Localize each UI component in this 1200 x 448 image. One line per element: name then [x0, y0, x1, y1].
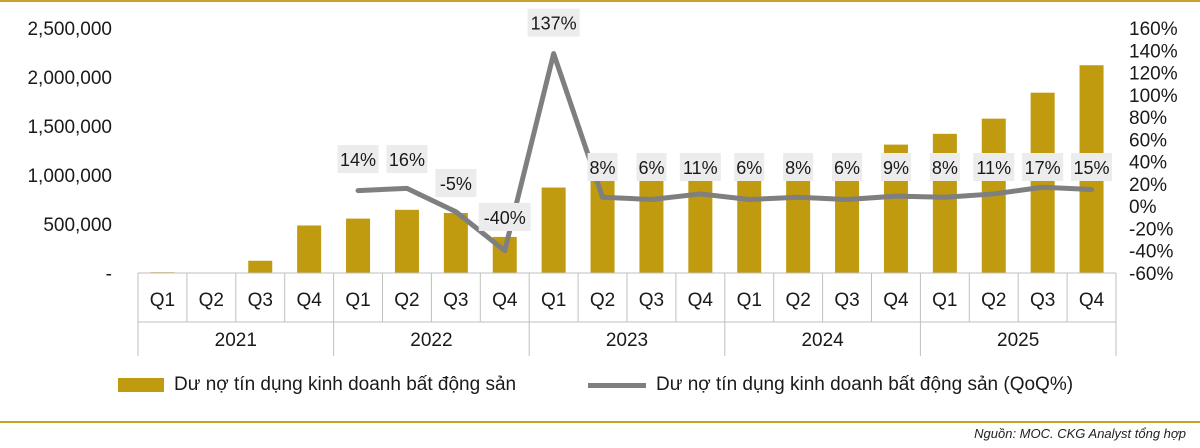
y-left-tick-label: 1,000,000 [27, 166, 112, 187]
x-tick-label: Q1 [932, 290, 957, 311]
bar [688, 164, 713, 273]
y-right-tick-label: 60% [1129, 130, 1167, 151]
chart: - 500,000 1,000,000 1,500,000 2,000,000 2,500… [27, 8, 1178, 356]
data-label: 6% [834, 158, 860, 178]
bar [297, 225, 322, 273]
data-label-bg [973, 153, 1015, 181]
legend-item-bar: Dư nợ tín dụng kinh doanh bất động sản [118, 374, 516, 396]
data-label: 6% [638, 158, 664, 178]
x-tick-label: Q4 [1079, 290, 1105, 311]
data-label-bg [435, 169, 477, 197]
data-label-bg [880, 153, 911, 181]
x-tick-label: Q2 [785, 290, 810, 311]
data-label: 16% [389, 150, 425, 170]
bar [443, 213, 468, 273]
x-tick-label: Q2 [981, 290, 1006, 311]
data-label-bg [832, 153, 863, 181]
x-group-label: 2025 [997, 330, 1039, 351]
x-tick-label: Q2 [199, 290, 224, 311]
top-rule [0, 0, 1200, 2]
x-group-label: 2022 [410, 330, 452, 351]
data-label-bg [636, 153, 667, 181]
y-right-tick-label: 100% [1129, 86, 1178, 107]
data-label: 137% [531, 14, 577, 34]
x-tick-label: Q3 [248, 290, 273, 311]
data-label-bg [1022, 153, 1064, 181]
data-label-bg [337, 145, 379, 173]
x-group-label: 2024 [801, 330, 844, 351]
x-tick-label: Q3 [443, 290, 468, 311]
x-tick-label: Q2 [590, 290, 615, 311]
data-label: 14% [340, 150, 376, 170]
bar [346, 218, 371, 273]
data-label-bg [587, 153, 618, 181]
data-label: 11% [683, 158, 718, 178]
y-right-tick-label: 140% [1129, 41, 1178, 62]
bar [248, 260, 273, 273]
data-label-bg [1071, 153, 1113, 181]
y-right-tick-label: 160% [1129, 19, 1178, 40]
x-tick-label: Q4 [492, 290, 518, 311]
data-label: 17% [1025, 158, 1061, 178]
data-label: 15% [1074, 158, 1110, 178]
y-left-tick-label: 1,500,000 [27, 117, 112, 138]
x-group-label: 2023 [606, 330, 648, 351]
x-tick-label: Q1 [737, 290, 762, 311]
data-label: 9% [883, 158, 909, 178]
legend-label-bar: Dư nợ tín dụng kinh doanh bất động sản [174, 374, 517, 395]
data-label: 11% [976, 158, 1011, 178]
data-label-bg [783, 153, 814, 181]
x-tick-label: Q4 [688, 290, 714, 311]
y-left-tick-label: 2,000,000 [27, 68, 112, 89]
y-left-tick-label: - [106, 264, 112, 285]
bar [394, 209, 419, 273]
x-tick-label: Q3 [639, 290, 664, 311]
legend-label-line: Dư nợ tín dụng kinh doanh bất động sản (… [656, 374, 1074, 395]
x-tick-label: Q4 [883, 290, 909, 311]
legend: Dư nợ tín dụng kinh doanh bất động sản D… [0, 374, 1200, 402]
y-left-tick-label: 500,000 [43, 215, 112, 236]
bar [737, 170, 762, 273]
data-label: -5% [440, 174, 472, 194]
x-tick-label: Q1 [541, 290, 566, 311]
data-label: 6% [736, 158, 762, 178]
source-note: Nguồn: MOC. CKG Analyst tổng hợp [974, 426, 1186, 441]
qoq-line [355, 51, 1095, 254]
y-right-tick-label: -20% [1129, 219, 1173, 240]
y-right-tick-label: 0% [1129, 197, 1157, 218]
data-label-bg [679, 153, 721, 181]
data-label: 8% [785, 158, 811, 178]
data-label-bg [527, 8, 580, 37]
x-tick-label: Q2 [394, 290, 419, 311]
x-tick-label: Q1 [150, 290, 175, 311]
y-right-tick-label: 40% [1129, 153, 1167, 174]
data-label-bg [734, 153, 765, 181]
x-group-label: 2021 [215, 330, 257, 351]
data-label: 8% [932, 158, 958, 178]
legend-line-swatch [588, 382, 646, 388]
x-tick-label: Q3 [1030, 290, 1055, 311]
x-tick-label: Q1 [345, 290, 370, 311]
bar [541, 187, 566, 273]
y-left-tick-label: 2,500,000 [27, 19, 112, 40]
bar [1030, 92, 1055, 274]
data-label-bg [386, 145, 428, 173]
data-label: -40% [484, 208, 526, 228]
data-label-bg [478, 203, 531, 231]
y-right-tick-label: -40% [1129, 242, 1173, 263]
y-right-tick-label: 80% [1129, 108, 1167, 129]
legend-item-line: Dư nợ tín dụng kinh doanh bất động sản (… [588, 374, 1073, 396]
y-right-tick-label: -60% [1129, 264, 1173, 285]
y-right-tick-label: 20% [1129, 175, 1167, 196]
bottom-rule [0, 421, 1200, 423]
bar [639, 175, 664, 273]
data-label-bg [929, 153, 960, 181]
legend-bar-swatch [118, 378, 164, 392]
x-tick-label: Q4 [296, 290, 322, 311]
data-label: 8% [590, 158, 616, 178]
y-right-tick-label: 120% [1129, 64, 1178, 85]
x-tick-label: Q3 [834, 290, 859, 311]
